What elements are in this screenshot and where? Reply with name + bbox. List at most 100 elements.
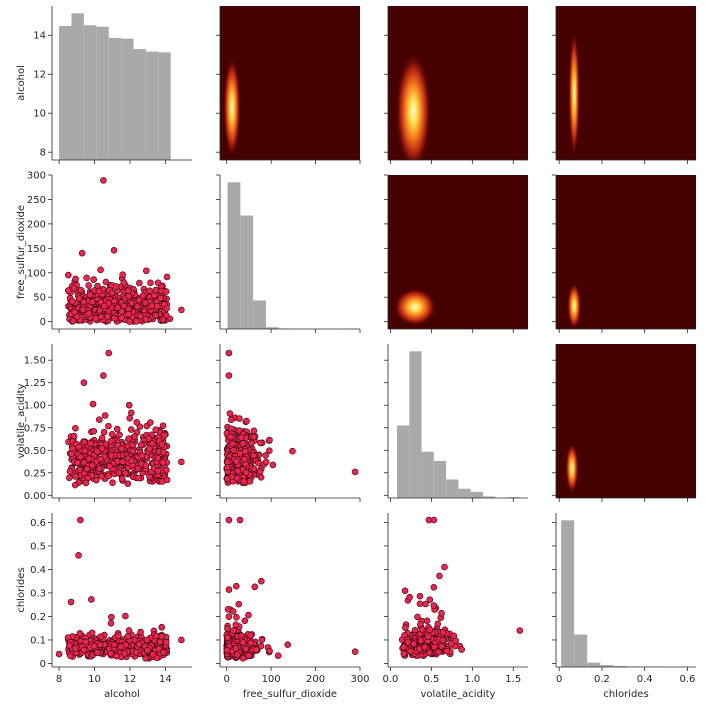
scatter-point — [72, 645, 79, 652]
scatter-point — [135, 296, 143, 304]
scatter-point — [154, 279, 162, 287]
scatter-point — [110, 641, 118, 649]
scatter-point — [431, 643, 438, 651]
scatter-point — [406, 593, 413, 601]
panel-free_sulfur_dioxide-vs-volatile_acidity — [384, 174, 528, 333]
scatter-point — [108, 289, 116, 297]
scatter-point — [435, 648, 442, 656]
x-tick-label: 10 — [88, 674, 101, 685]
scatter-point — [97, 455, 104, 463]
scatter-point — [124, 480, 132, 487]
scatter-point — [125, 401, 133, 409]
scatter-point — [258, 577, 265, 585]
x-tick-label: 8 — [56, 674, 62, 685]
scatter-point — [401, 587, 409, 595]
x-tick-label: 0.4 — [637, 674, 653, 685]
y-tick-label: 0.3 — [30, 588, 46, 599]
scatter-point — [109, 479, 116, 486]
y-tick-label: 0.5 — [30, 541, 46, 552]
scatter-point — [266, 647, 273, 655]
scatter-point — [138, 452, 146, 459]
scatter-point — [407, 647, 414, 655]
scatter-point — [111, 314, 118, 322]
scatter-point — [90, 276, 97, 283]
scatter-point — [159, 459, 167, 466]
scatter-point — [450, 632, 458, 640]
y-tick-label: 0.6 — [30, 518, 46, 529]
scatter-point — [236, 415, 243, 422]
scatter-point — [257, 473, 265, 481]
panel-alcohol-vs-volatile_acidity — [384, 6, 528, 164]
y-tick-label: 0 — [40, 659, 46, 670]
scatter-point — [135, 640, 143, 648]
scatter-point — [155, 645, 162, 653]
scatter-point — [55, 650, 63, 658]
panel-volatile_acidity-vs-chlorides — [552, 344, 696, 502]
scatter-point — [119, 271, 126, 278]
y-tick-label: 8 — [40, 148, 46, 159]
scatter-point — [95, 465, 103, 473]
scatter-point — [351, 648, 359, 656]
x-tick-label: 0.0 — [383, 674, 399, 685]
scatter-point — [79, 306, 87, 314]
histogram-bar — [71, 13, 84, 161]
scatter-point — [448, 640, 455, 648]
histogram-bar — [458, 488, 471, 498]
scatter-point — [114, 304, 122, 311]
scatter-point — [124, 632, 132, 640]
scatter-point — [101, 412, 109, 419]
scatter-point — [158, 623, 166, 631]
scatter-point — [112, 283, 120, 290]
scatter-point — [430, 602, 438, 609]
scatter-point — [233, 613, 240, 621]
scatter-point — [230, 627, 237, 634]
panel-chlorides-vs-alcohol: 8 10 12 14 0 0.1 0.2 0.3 0.4 0.5 0.6 — [30, 513, 192, 685]
scatter-point — [238, 434, 245, 441]
histogram-bar — [83, 25, 97, 160]
scatter-point — [262, 452, 269, 459]
scatter-point — [232, 644, 240, 652]
scatter-point — [85, 310, 93, 317]
scatter-point — [418, 626, 426, 633]
scatter-point — [147, 419, 154, 426]
scatter-point — [438, 609, 445, 617]
scatter-point — [158, 441, 166, 448]
scatter-point — [223, 464, 231, 471]
scatter-point — [226, 410, 234, 417]
scatter-point — [234, 467, 242, 475]
scatter-point — [247, 639, 255, 647]
scatter-point — [426, 596, 434, 604]
scatter-point — [94, 649, 101, 656]
scatter-point — [266, 447, 273, 455]
scatter-point — [108, 431, 116, 438]
y-tick-label: 1.50 — [24, 356, 46, 367]
scatter-point — [153, 303, 161, 310]
scatter-point — [161, 431, 168, 439]
kde-density — [393, 287, 437, 327]
scatter-point — [102, 278, 110, 286]
y-tick-label: 14 — [33, 31, 46, 42]
scatter-point — [128, 457, 136, 465]
scatter-point — [152, 426, 160, 434]
scatter-point — [86, 291, 94, 298]
scatter-point — [154, 467, 162, 475]
scatter-point — [113, 425, 121, 433]
scatter-point — [151, 292, 158, 299]
scatter-point — [516, 627, 524, 634]
scatter-point — [235, 600, 243, 608]
histogram-bar — [59, 25, 72, 160]
scatter-point — [87, 440, 94, 447]
scatter-point — [92, 315, 100, 322]
scatter-point — [163, 305, 170, 312]
scatter-point — [122, 469, 129, 477]
panel-free_sulfur_dioxide-vs-free_sulfur_dioxide — [216, 174, 361, 333]
histogram-bar — [96, 26, 109, 161]
x-tick-label: 14 — [159, 674, 172, 685]
scatter-point — [107, 650, 115, 657]
scatter-point — [142, 267, 150, 275]
scatter-point — [242, 645, 250, 653]
scatter-point — [75, 552, 82, 559]
y-tick-label: 150 — [27, 244, 46, 255]
scatter-point — [417, 637, 425, 644]
